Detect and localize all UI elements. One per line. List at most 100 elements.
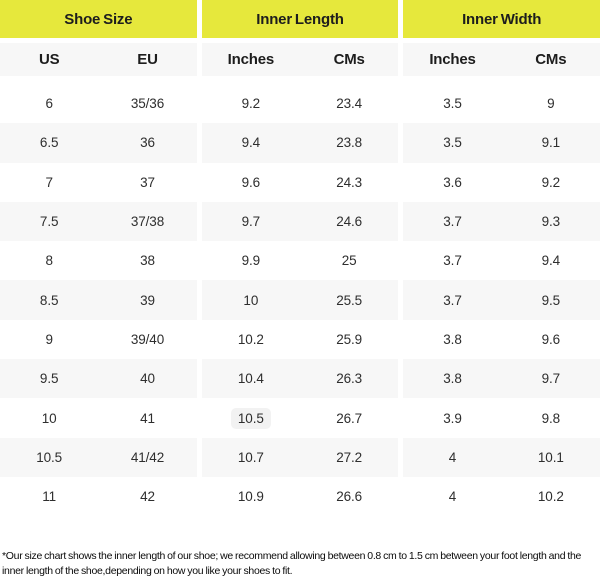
cell: 39/40 bbox=[130, 331, 165, 347]
cell: 25 bbox=[341, 253, 357, 269]
row-group: 3.5 9.1 bbox=[403, 123, 600, 163]
cell: 10.2 bbox=[537, 489, 564, 505]
cell: 10.4 bbox=[237, 371, 264, 387]
cell: 26.7 bbox=[336, 410, 363, 426]
column-header-us: US bbox=[38, 51, 60, 68]
cell: 24.6 bbox=[336, 214, 363, 230]
table-body: 6 35/36 9.2 23.4 3.5 9 6.5 36 9.4 23.8 3.5 9.1 7 37 9.… bbox=[0, 84, 600, 516]
row-group: 10.2 25.9 bbox=[202, 320, 399, 359]
size-chart-footnote: *Our size chart shows the inner length o… bbox=[2, 550, 582, 578]
row-group: 10.9 26.6 bbox=[202, 477, 399, 516]
subheader-group-shoe-size: US EU bbox=[0, 43, 197, 76]
cell: 25.5 bbox=[336, 292, 363, 308]
row-group: 10 41 bbox=[0, 398, 197, 437]
cell: 3.6 bbox=[443, 174, 462, 190]
cell: 42 bbox=[140, 489, 155, 505]
row-group: 3.5 9 bbox=[403, 84, 600, 123]
table-row: 10 41 10.5 26.7 3.9 9.8 bbox=[0, 398, 600, 437]
table-row: 10.5 41/42 10.7 27.2 4 10.1 bbox=[0, 437, 600, 477]
cell: 9.6 bbox=[541, 331, 561, 347]
cell: 6 bbox=[45, 96, 53, 112]
row-group: 11 42 bbox=[0, 477, 197, 516]
cell: 4 bbox=[448, 489, 457, 505]
table-row: 8.5 39 10 25.5 3.7 9.5 bbox=[0, 280, 600, 320]
row-group: 9.5 40 bbox=[0, 359, 197, 399]
table-row: 9 39/40 10.2 25.9 3.8 9.6 bbox=[0, 320, 600, 359]
row-group: 9.2 23.4 bbox=[202, 84, 399, 123]
cell: 3.7 bbox=[443, 214, 462, 230]
cell: 3.7 bbox=[443, 292, 462, 308]
cell: 9.3 bbox=[541, 214, 561, 230]
row-group: 3.6 9.2 bbox=[403, 163, 600, 202]
cell: 23.4 bbox=[336, 96, 363, 112]
row-group: 3.7 9.5 bbox=[403, 280, 600, 320]
cell: 9 bbox=[45, 331, 53, 347]
cell: 9 bbox=[547, 96, 555, 112]
cell: 38 bbox=[140, 253, 155, 269]
row-group: 10.5 41/42 bbox=[0, 437, 197, 477]
table-row: 6 35/36 9.2 23.4 3.5 9 bbox=[0, 84, 600, 123]
cell: 9.7 bbox=[541, 371, 561, 387]
cell: 25.9 bbox=[336, 331, 363, 347]
group-header-shoe-size: Shoe Size bbox=[0, 0, 197, 38]
cell: 9.8 bbox=[541, 410, 561, 426]
cell: 36 bbox=[140, 135, 155, 151]
subheader-group-inner-width: Inches CMs bbox=[403, 43, 600, 76]
table-subheader-row: US EU Inches CMs Inches CMs bbox=[0, 43, 600, 76]
table-row: 7.5 37/38 9.7 24.6 3.7 9.3 bbox=[0, 201, 600, 242]
cell: 9.5 bbox=[39, 371, 59, 387]
cell: 37 bbox=[140, 174, 155, 190]
column-header-width-cms: CMs bbox=[535, 51, 567, 68]
cell: 40 bbox=[140, 371, 155, 387]
cell: 9.2 bbox=[541, 174, 561, 190]
row-group: 3.7 9.3 bbox=[403, 201, 600, 242]
highlighted-value: 10.5 bbox=[230, 407, 271, 429]
cell: 24.3 bbox=[336, 174, 363, 190]
cell: 9.9 bbox=[241, 253, 261, 269]
cell: 3.8 bbox=[443, 371, 462, 387]
cell: 9.7 bbox=[241, 214, 261, 230]
row-group: 3.7 9.4 bbox=[403, 241, 600, 280]
cell: 9.6 bbox=[241, 174, 261, 190]
cell: 11 bbox=[42, 489, 57, 505]
cell: 9.4 bbox=[241, 135, 261, 151]
cell: 10 bbox=[41, 410, 57, 426]
row-group: 10 25.5 bbox=[201, 280, 399, 320]
row-group: 3.8 9.6 bbox=[403, 320, 600, 359]
table-header-row: Shoe Size Inner Length Inner Width bbox=[0, 0, 600, 38]
row-group: 4 10.2 bbox=[403, 477, 600, 516]
table-row: 7 37 9.6 24.3 3.6 9.2 bbox=[0, 163, 600, 202]
row-group: 10.4 26.3 bbox=[201, 359, 399, 399]
cell: 10.5 bbox=[202, 407, 300, 429]
row-group: 7.5 37/38 bbox=[0, 201, 197, 242]
group-header-inner-width: Inner Width bbox=[403, 0, 600, 38]
row-group: 9.9 25 bbox=[202, 241, 399, 280]
column-header-width-inches: Inches bbox=[429, 51, 476, 68]
cell: 8 bbox=[45, 253, 53, 269]
cell: 10.7 bbox=[237, 449, 264, 465]
cell: 9.1 bbox=[541, 135, 561, 151]
row-group: 6.5 36 bbox=[0, 123, 197, 163]
row-group: 8 38 bbox=[0, 241, 197, 280]
column-header-length-cms: CMs bbox=[333, 51, 365, 68]
cell: 4 bbox=[448, 449, 457, 465]
cell: 3.5 bbox=[443, 135, 462, 151]
column-header-eu: EU bbox=[137, 51, 158, 68]
cell: 7 bbox=[45, 174, 53, 190]
cell: 10.9 bbox=[237, 489, 264, 505]
table-row: 8 38 9.9 25 3.7 9.4 bbox=[0, 241, 600, 280]
row-group: 4 10.1 bbox=[403, 437, 600, 477]
row-group: 10.5 26.7 bbox=[202, 398, 399, 437]
cell: 26.6 bbox=[336, 489, 363, 505]
group-header-inner-length: Inner Length bbox=[201, 0, 399, 38]
row-group: 6 35/36 bbox=[0, 84, 197, 123]
cell: 39 bbox=[140, 292, 155, 308]
cell: 10.2 bbox=[237, 331, 264, 347]
cell: 6.5 bbox=[39, 135, 59, 151]
row-group: 10.7 27.2 bbox=[201, 437, 399, 477]
row-group: 9.7 24.6 bbox=[201, 201, 399, 242]
cell: 23.8 bbox=[336, 135, 363, 151]
cell: 9.2 bbox=[241, 96, 261, 112]
cell: 10.5 bbox=[36, 449, 63, 465]
